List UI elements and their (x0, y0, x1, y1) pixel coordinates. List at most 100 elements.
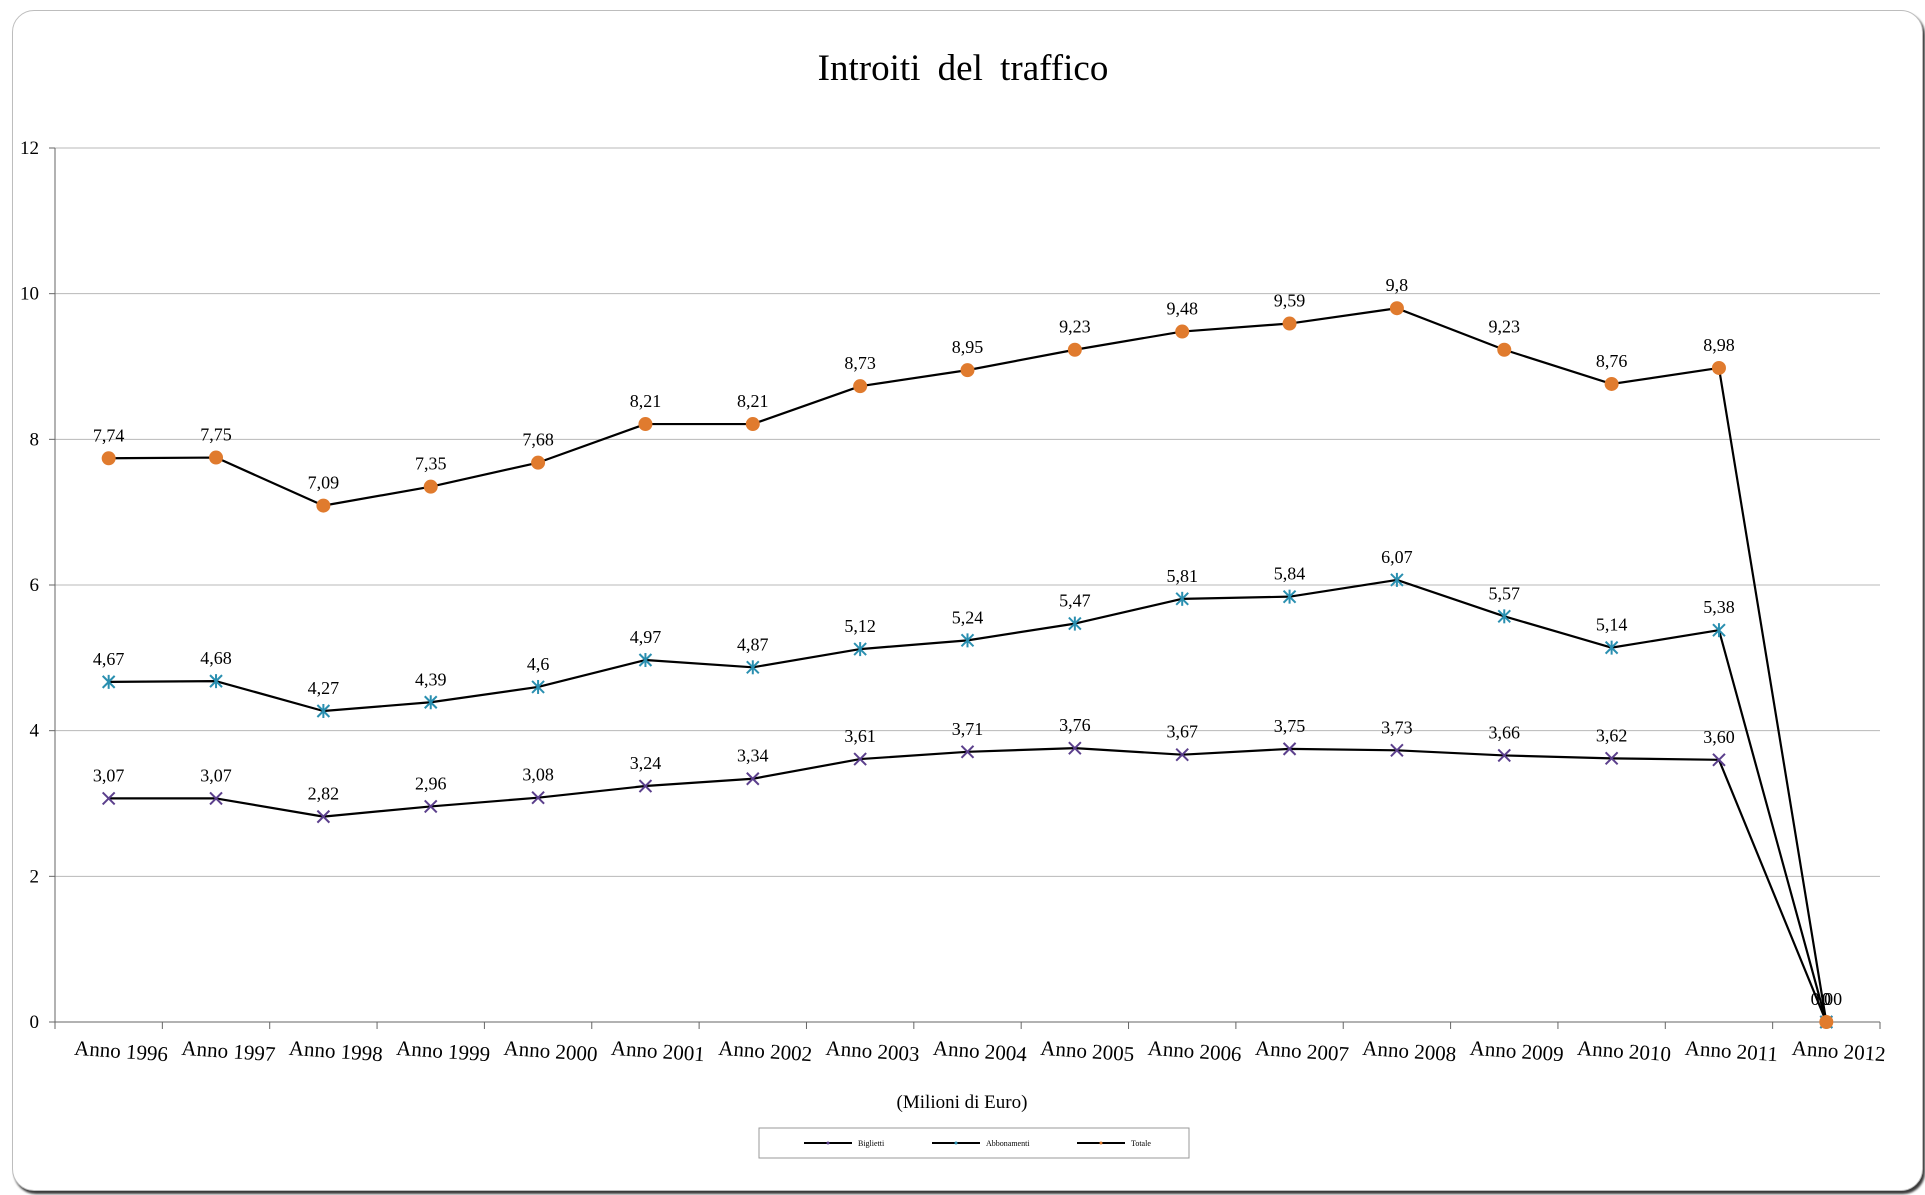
data-label: 2,82 (308, 784, 340, 804)
data-point (531, 679, 545, 694)
data-label: 4,97 (630, 627, 662, 647)
x-tick-label: Anno 2009 (1469, 1036, 1564, 1066)
data-point (1282, 589, 1297, 604)
data-label: 5,12 (844, 616, 876, 636)
data-label: 3,07 (200, 765, 232, 785)
data-point (1497, 748, 1511, 763)
x-tick-label: Anno 2007 (1254, 1036, 1349, 1066)
data-label: 7,75 (200, 425, 232, 445)
data-label: 4,87 (737, 634, 769, 654)
legend-label: Biglietti (858, 1139, 885, 1148)
data-label: 5,24 (952, 607, 984, 627)
data-point (960, 363, 975, 378)
x-tick-label: Anno 2011 (1684, 1036, 1779, 1066)
data-label: 5,47 (1059, 591, 1091, 611)
x-tick-label: Anno 1997 (181, 1036, 276, 1066)
data-label: 5,57 (1489, 583, 1521, 603)
legend-marker (826, 1141, 830, 1145)
data-point (1604, 751, 1619, 766)
data-point (423, 479, 438, 494)
y-tick-label: 12 (20, 138, 39, 159)
gridlines (49, 147, 1880, 1023)
y-tick-label: 6 (30, 575, 40, 596)
data-point (853, 642, 867, 657)
data-point (1282, 316, 1297, 331)
legend-label: Totale (1131, 1139, 1151, 1148)
data-label: 5,81 (1166, 566, 1198, 586)
data-label: 3,67 (1166, 722, 1198, 742)
data-point (101, 674, 116, 689)
data-label: 9,59 (1274, 291, 1306, 311)
data-point (638, 417, 653, 432)
x-tick-label: Anno 2002 (718, 1036, 813, 1066)
data-label: 3,60 (1703, 727, 1735, 747)
data-label: 4,27 (308, 678, 340, 698)
data-label: 3,75 (1274, 716, 1306, 736)
y-tick-label: 2 (30, 866, 40, 887)
y-tick-label: 4 (30, 721, 40, 742)
data-label: 5,14 (1596, 615, 1628, 635)
data-point (316, 809, 331, 824)
data-label: 7,68 (522, 430, 554, 450)
data-point (638, 653, 653, 668)
data-point (853, 379, 868, 394)
data-point (1175, 747, 1189, 762)
data-point (424, 695, 438, 710)
data-point (1067, 342, 1082, 357)
x-tick-label: Anno 2001 (610, 1036, 705, 1066)
data-label: 9,48 (1166, 299, 1198, 319)
data-label: 8,95 (952, 337, 984, 357)
y-tick-label: 0 (30, 1012, 40, 1033)
data-label: 7,09 (308, 473, 340, 493)
x-tick-label: Anno 2004 (932, 1036, 1028, 1067)
legend: Biglietti Abbonamenti Totale (758, 1127, 1190, 1159)
data-label: 7,35 (415, 454, 447, 474)
data-point (1497, 609, 1511, 624)
data-label: 7,74 (93, 425, 125, 445)
data-point (1389, 301, 1404, 316)
x-tick-label: Anno 1999 (396, 1036, 491, 1066)
legend-marker (1099, 1141, 1103, 1145)
data-label: 9,8 (1386, 275, 1409, 295)
data-point (746, 660, 760, 675)
legend-marker (954, 1141, 958, 1145)
data-point (1497, 342, 1512, 357)
data-label: 3,24 (630, 753, 662, 773)
data-point (316, 704, 331, 719)
data-point (960, 633, 975, 648)
data-point (1390, 572, 1404, 587)
data-label: 8,76 (1596, 351, 1628, 371)
y-tick-label: 10 (20, 284, 39, 305)
data-point (1175, 324, 1190, 339)
data-label: 8,98 (1703, 335, 1735, 355)
markers (101, 301, 1834, 1029)
data-point (1282, 742, 1297, 756)
data-label: 5,38 (1703, 597, 1735, 617)
y-tick-label: 8 (30, 429, 40, 450)
data-labels: 3,07 3,07 2,82 2,96 3,08 3,24 3,34 3,61 3,71 3,76… (93, 275, 1842, 1009)
data-label: 4,67 (93, 649, 125, 669)
data-point (638, 779, 653, 793)
x-tick-label: Anno 1998 (288, 1036, 383, 1066)
data-label: 3,34 (737, 746, 769, 766)
data-point (1390, 743, 1404, 758)
series-line-totale (108, 307, 1828, 1023)
chart-title: Introiti del traffico (818, 48, 1109, 89)
data-point (1711, 360, 1726, 375)
data-point (1068, 616, 1082, 631)
data-point (746, 772, 760, 786)
x-tick-label: Anno 2005 (1040, 1036, 1135, 1066)
data-point (424, 799, 438, 814)
data-point (101, 451, 116, 466)
x-tick-label: Anno 1996 (73, 1036, 168, 1066)
data-point (1604, 376, 1619, 391)
x-tick-label: Anno 2006 (1147, 1036, 1242, 1066)
data-point (101, 791, 116, 806)
data-label: 3,08 (522, 765, 554, 785)
data-label: 3,07 (93, 765, 125, 785)
y-tick-labels: 0 2 4 6 8 10 12 (20, 138, 40, 1033)
data-label: 8,21 (737, 391, 769, 411)
x-tick-label: Anno 2008 (1362, 1036, 1457, 1066)
data-point (853, 752, 867, 766)
data-point (1819, 1015, 1834, 1029)
